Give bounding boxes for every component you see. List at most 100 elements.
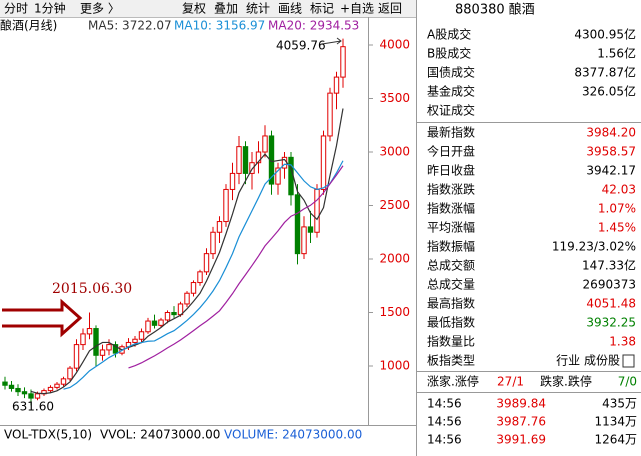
candle-body — [255, 151, 262, 164]
row-value: 1.07% — [598, 202, 636, 216]
candle-body — [171, 312, 177, 316]
row-label: 最低指数 — [427, 315, 475, 330]
candle-body — [54, 383, 60, 388]
indicator-label: MA10: 3156.97 — [174, 19, 265, 33]
candle-body — [86, 328, 93, 335]
candle-body — [262, 135, 268, 153]
candle-body — [294, 194, 301, 255]
candle-body — [333, 76, 340, 94]
y-tick-label: 2500 — [379, 198, 410, 212]
candle-body — [327, 92, 333, 137]
candle-body — [99, 349, 106, 356]
toolbar-button[interactable]: 更多 〉 — [80, 2, 120, 16]
candle-body — [158, 319, 164, 326]
y-tick-label: 3000 — [379, 145, 410, 159]
candle-body — [314, 188, 320, 233]
ma-line — [63, 160, 344, 390]
annotation: 2015.06.30 — [52, 281, 132, 297]
row-label: 最新指数 — [427, 125, 475, 140]
toolbar-bg — [0, 0, 416, 17]
indicator-label: VOLUME: 24073000.00 — [224, 428, 362, 442]
tick-price: 3989.84 — [496, 397, 546, 411]
indicator-label: MA5: 3722.07 — [88, 19, 172, 33]
indicator-label: VOL-TDX(5,10) — [4, 428, 92, 442]
toolbar-button[interactable]: 1分钟 — [34, 1, 66, 16]
pointer — [321, 37, 342, 45]
tick-price: 3991.69 — [496, 433, 546, 447]
row-value: 3932.25 — [586, 316, 636, 330]
candle-body — [301, 226, 307, 255]
y-tick-label: 4000 — [379, 38, 410, 52]
tick-time: 14:56 — [427, 397, 462, 411]
toolbar-button[interactable]: 画线 — [278, 2, 302, 16]
candle-body — [2, 381, 8, 386]
candle-body — [197, 271, 203, 284]
breadth: 涨家.涨停 — [427, 374, 479, 389]
row-value: 3984.20 — [586, 126, 636, 140]
candle-body — [93, 328, 99, 356]
candle-body — [73, 344, 80, 369]
row-label: 国债成交 — [427, 65, 475, 80]
candle-body — [132, 338, 138, 343]
y-tick-label: 1500 — [379, 305, 410, 319]
candle-body — [307, 226, 314, 233]
icon — [622, 354, 635, 368]
row-label: 今日开盘 — [427, 144, 475, 159]
candle-body — [320, 135, 327, 190]
candle-body — [249, 162, 255, 174]
tick-volume: 1134万 — [594, 415, 637, 429]
candle-body — [47, 386, 54, 392]
toolbar-button[interactable]: 复权 — [182, 2, 206, 16]
tick-volume: 1264万 — [594, 433, 637, 447]
panel-header: 880380 酿酒 — [455, 2, 535, 18]
row-label: 板指类型 — [427, 353, 475, 368]
toolbar-button[interactable]: 统计 — [246, 2, 270, 16]
breadth: 跌家.跌停 — [540, 374, 592, 389]
candle-body — [138, 331, 145, 340]
toolbar-button[interactable]: 分时 — [4, 2, 28, 16]
candle-body — [15, 387, 21, 393]
row-value: 2690373 — [583, 278, 636, 292]
toolbar-button[interactable]: +自选 — [340, 2, 374, 16]
toolbar-button[interactable]: 叠加 — [214, 2, 238, 16]
y-tick-label: 3500 — [379, 91, 410, 105]
indicator-label: VVOL: 24073000.00 — [100, 428, 220, 442]
candle-body — [229, 172, 236, 190]
candle-body — [106, 344, 112, 351]
chart-title: 酿酒(月线) — [0, 18, 57, 33]
row-value: 1.38 — [609, 335, 636, 349]
row-value: 3942.17 — [586, 164, 636, 178]
candle-body — [203, 253, 210, 273]
candle-body — [288, 156, 294, 196]
row-label: 最高指数 — [427, 296, 475, 311]
row-label: 总成交额 — [427, 258, 475, 273]
tick-volume: 435万 — [602, 397, 637, 411]
candle-body — [151, 320, 158, 326]
breadth: 7/0 — [618, 375, 637, 389]
candle-body — [184, 292, 190, 305]
candle-body — [164, 312, 171, 321]
candle-body — [21, 391, 28, 395]
annotation: 631.60 — [12, 400, 54, 414]
toolbar-button[interactable]: 返回 — [378, 2, 402, 16]
row-label: 总成交量 — [427, 277, 475, 292]
row-value: 4300.95亿 — [574, 27, 636, 42]
candle-body — [223, 188, 229, 223]
tick-time: 14:56 — [427, 415, 462, 429]
row-label: A股成交 — [427, 27, 471, 42]
row-label: 指数振幅 — [427, 239, 475, 254]
tick-time: 14:56 — [427, 433, 462, 447]
ma-line — [128, 165, 344, 369]
annotation: 4059.76 — [276, 39, 326, 53]
toolbar-button[interactable]: 标记 — [310, 2, 334, 16]
candle-body — [80, 333, 86, 346]
candle-body — [34, 393, 41, 399]
candle-body — [8, 384, 15, 389]
candle-body — [268, 135, 275, 185]
candle-body — [210, 231, 216, 255]
candle-body — [216, 221, 223, 233]
row-value: 42.03 — [602, 183, 636, 197]
row-value: 326.05亿 — [582, 84, 636, 99]
candle-body — [275, 167, 281, 185]
